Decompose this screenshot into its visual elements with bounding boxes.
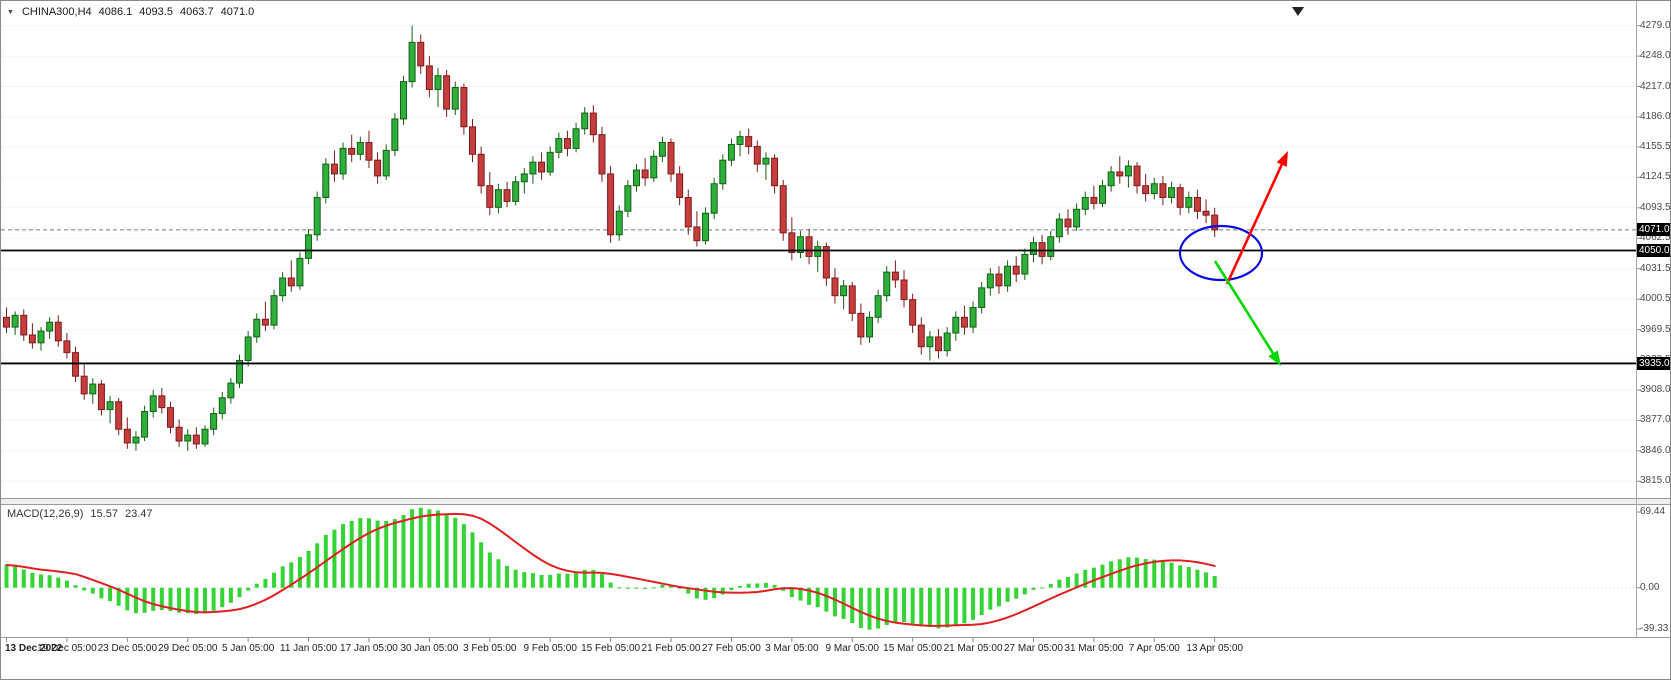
ohlc-close-value: 4071.0	[220, 6, 255, 18]
time-tick-label: 31 Mar 05:00	[1064, 643, 1124, 654]
highlight-ellipse[interactable]	[1178, 224, 1264, 282]
macd-axis[interactable]: 69.44 0.00 -39.33	[1638, 1, 1670, 637]
time-tick-label: 21 Feb 05:00	[641, 643, 701, 654]
time-tick-label: 9 Feb 05:00	[523, 643, 577, 654]
macd-signal-value: 23.47	[124, 508, 153, 520]
time-tick-label: 11 Jan 05:00	[280, 643, 338, 654]
price-tick-label: 3846.0	[1640, 444, 1671, 456]
price-tick-label: 4124.5	[1640, 171, 1671, 183]
time-tick-label: 13 Dec 2022	[5, 643, 63, 654]
symbol-timeframe-label: CHINA300,H4	[21, 6, 92, 18]
horizontal-level-lines[interactable]	[1, 249, 1636, 365]
price-tick-label: 3877.0	[1640, 414, 1671, 426]
time-tick-label: 29 Dec 05:00	[157, 643, 218, 654]
time-tick-label: 19 Dec 05:00	[37, 643, 97, 654]
price-tick-label: 3815.0	[1640, 475, 1671, 487]
ohlc-low-value: 4063.7	[179, 6, 214, 18]
time-tick-label: 15 Feb 05:00	[581, 643, 641, 654]
time-tick-label: 23 Dec 05:00	[97, 643, 158, 654]
macd-name: MACD(12,26,9)	[7, 508, 84, 520]
price-tick-label: 4093.5	[1640, 201, 1671, 213]
time-tick-label: 17 Jan 05:00	[340, 643, 398, 654]
chart-ohlc-header: ▼ CHINA300,H4 4086.1 4093.5 4063.7 4071.…	[7, 6, 254, 18]
pane-divider[interactable]	[1, 498, 1671, 504]
price-tick-label: 4279.0	[1640, 19, 1671, 31]
macd-tick-label: 0.00	[1640, 581, 1660, 593]
price-badge: 4050.0	[1637, 244, 1670, 258]
candles	[3, 25, 1219, 451]
macd-tick-label: 69.44	[1640, 506, 1666, 517]
price-badge: 3935.0	[1637, 356, 1670, 370]
price-tick-label: 4186.0	[1640, 110, 1671, 122]
ohlc-high-value: 4093.5	[139, 6, 173, 18]
time-tick-label: 27 Mar 05:00	[1004, 643, 1063, 654]
price-tick-label: 4217.0	[1640, 80, 1671, 92]
chart-dropdown-icon[interactable]: ▼	[7, 8, 14, 16]
price-tick-label: 4155.5	[1640, 140, 1671, 152]
time-tick-label: 13 Apr 05:00	[1186, 643, 1244, 654]
time-tick-label: 5 Jan 05:00	[221, 643, 275, 654]
time-tick-label: 9 Mar 05:00	[825, 643, 879, 654]
price-tick-label: 3969.5	[1640, 323, 1671, 335]
time-tick-label: 3 Feb 05:00	[463, 643, 517, 654]
price-tick-label: 4062.5	[1640, 232, 1671, 244]
chart-shift-marker[interactable]	[1292, 7, 1304, 16]
price-tick-label: 3908.0	[1640, 383, 1671, 395]
macd-tick-label: -39.33	[1640, 623, 1669, 634]
bearish-scenario-arrow[interactable]	[1213, 260, 1281, 366]
macd-signal-line	[5, 512, 1216, 627]
time-tick-label: 3 Mar 05:00	[765, 643, 819, 654]
macd-main-value: 15.57	[90, 508, 118, 520]
price-tick-label: 4000.5	[1640, 293, 1671, 305]
time-tick-label: 27 Feb 05:00	[701, 643, 761, 654]
price-badge: 4071.0	[1637, 223, 1670, 237]
ohlc-open-value: 4086.1	[98, 6, 133, 18]
time-tick-label: 30 Jan 05:00	[400, 643, 459, 654]
time-tick-label: 15 Mar 05:00	[883, 643, 943, 654]
price-axis[interactable]: 4279.0 4248.0 4217.0 4186.0 4155.5 4124.5 4093…	[1638, 1, 1671, 637]
time-tick-label: 7 Apr 05:00	[1128, 643, 1180, 654]
price-tick-label: 4248.0	[1640, 50, 1671, 62]
time-axis[interactable]: 13 Dec 2022 19 Dec 05:00 23 Dec 05:00 29 De…	[1, 638, 1636, 662]
price-tick-label: 4031.5	[1640, 262, 1671, 274]
bullish-scenario-arrow[interactable]	[1225, 151, 1288, 285]
time-tick-label: 21 Mar 05:00	[943, 643, 1003, 654]
macd-indicator-label: MACD(12,26,9) 15.57 23.47	[7, 508, 152, 520]
